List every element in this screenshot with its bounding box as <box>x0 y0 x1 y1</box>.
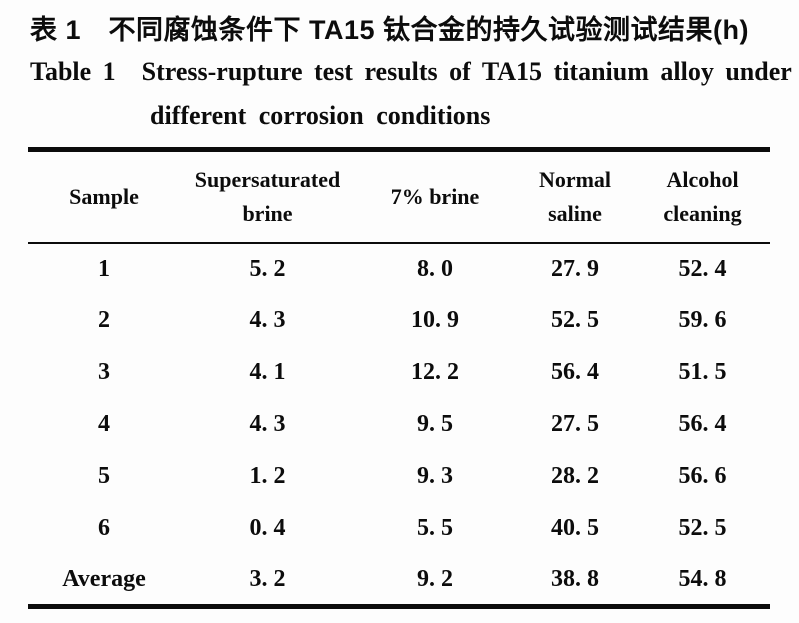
table-row-sample-1: 1 5. 2 8. 0 27. 9 52. 4 <box>28 243 770 295</box>
cell-value: 52. 5 <box>678 515 727 541</box>
cell-value: 5. 5 <box>417 515 453 541</box>
cell-sample-id: 4 <box>98 411 110 437</box>
cell-value: 56. 4 <box>551 359 599 385</box>
table-caption-english-line1: Table 1 Stress-rupture test results of T… <box>30 57 792 86</box>
table-body: 1 5. 2 8. 0 27. 9 52. 4 2 4. 3 10. 9 52.… <box>28 243 770 607</box>
cell-value: 9. 5 <box>417 411 453 437</box>
cell-sample-id: 3 <box>98 359 110 385</box>
column-header-alcohol-cleaning: Alcohol cleaning <box>635 149 770 244</box>
cell-value: 12. 2 <box>411 359 459 385</box>
column-header-normal-saline: Normal saline <box>515 149 635 244</box>
table-header: Sample Supersaturated brine 7% brine Nor… <box>28 149 770 244</box>
cell-value: 9. 3 <box>417 463 453 489</box>
table-caption-chinese: 表 1 不同腐蚀条件下 TA15 钛合金的持久试验测试结果(h) <box>30 15 750 45</box>
table-row-sample-3: 3 4. 1 12. 2 56. 4 51. 5 <box>28 347 770 399</box>
cell-value: 38. 8 <box>551 565 599 592</box>
column-header-7pct-brine: 7% brine <box>355 149 515 244</box>
cell-value: 9. 2 <box>417 565 453 592</box>
cell-sample-id: 5 <box>98 463 110 489</box>
cell-value: 59. 6 <box>678 307 727 333</box>
table-row-sample-6: 6 0. 4 5. 5 40. 5 52. 5 <box>28 503 770 555</box>
table-row-sample-5: 5 1. 2 9. 3 28. 2 56. 6 <box>28 451 770 503</box>
cell-value: 1. 2 <box>249 463 286 489</box>
cell-average-label: Average <box>62 565 146 592</box>
cell-value: 52. 4 <box>678 255 727 282</box>
cell-value: 27. 5 <box>551 411 599 437</box>
column-header-sample: Sample <box>28 149 180 244</box>
cell-value: 0. 4 <box>249 515 286 541</box>
header-row: Sample Supersaturated brine 7% brine Nor… <box>28 149 770 244</box>
cell-value: 52. 5 <box>551 307 599 333</box>
table-caption-english-line2: different corrosion conditions <box>150 101 491 130</box>
cell-value: 5. 2 <box>249 255 286 282</box>
cell-value: 28. 2 <box>551 463 599 489</box>
cell-value: 54. 8 <box>678 565 727 592</box>
column-header-supersaturated-brine: Supersaturated brine <box>180 149 355 244</box>
cell-sample-id: 6 <box>98 515 110 541</box>
table-row-average: Average 3. 2 9. 2 38. 8 54. 8 <box>28 555 770 607</box>
cell-value: 8. 0 <box>417 255 453 282</box>
results-table: Sample Supersaturated brine 7% brine Nor… <box>28 147 770 609</box>
cell-sample-id: 2 <box>98 307 110 333</box>
cell-value: 56. 4 <box>678 411 727 437</box>
cell-value: 56. 6 <box>678 463 727 489</box>
table-row-sample-4: 4 4. 3 9. 5 27. 5 56. 4 <box>28 399 770 451</box>
cell-value: 4. 3 <box>249 411 286 437</box>
cell-value: 51. 5 <box>678 359 727 385</box>
cell-value: 10. 9 <box>411 307 459 333</box>
cell-value: 4. 1 <box>249 359 286 385</box>
cell-sample-id: 1 <box>98 255 110 282</box>
cell-value: 3. 2 <box>249 565 286 592</box>
cell-value: 4. 3 <box>249 307 286 333</box>
cell-value: 27. 9 <box>551 255 599 282</box>
cell-value: 40. 5 <box>551 515 599 541</box>
table-row-sample-2: 2 4. 3 10. 9 52. 5 59. 6 <box>28 295 770 347</box>
